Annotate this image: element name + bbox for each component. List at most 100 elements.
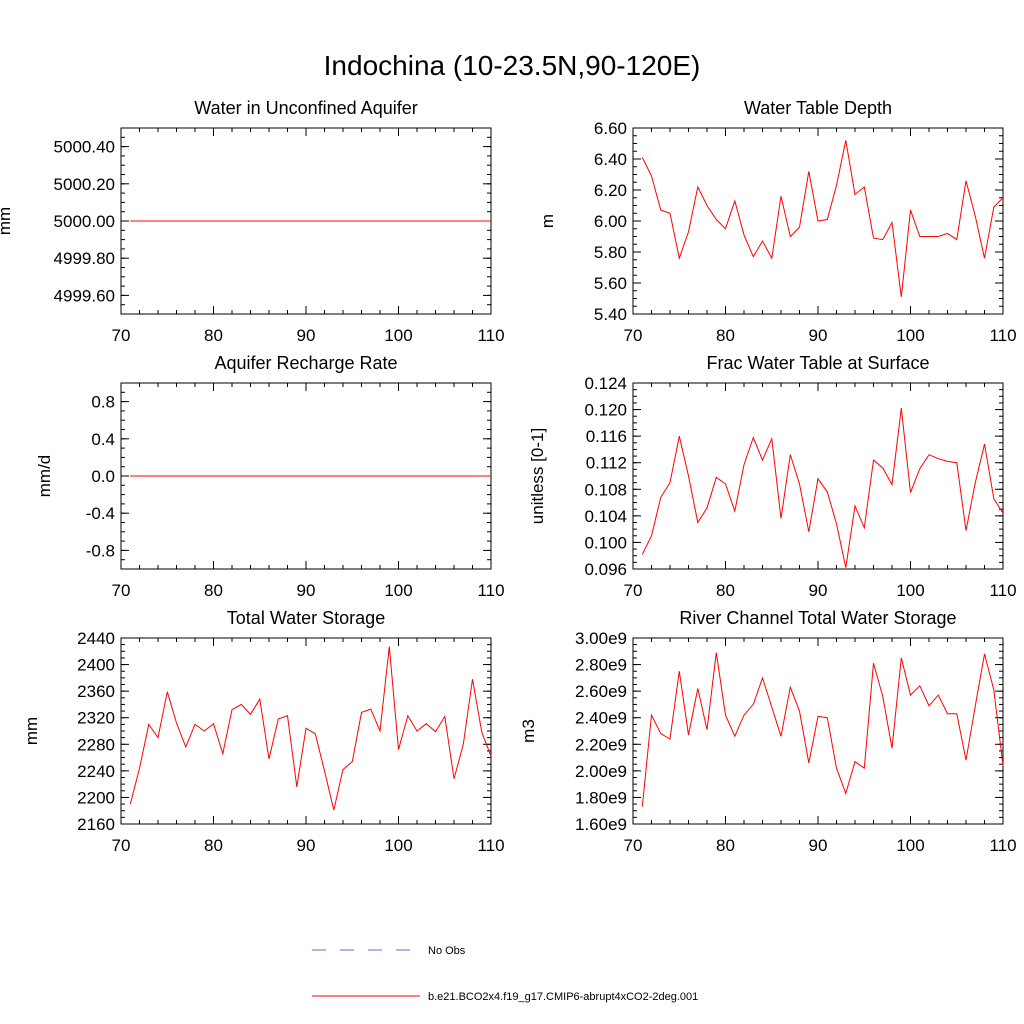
panel-2: Water Table Depth m 5.40 5.60 5.80 6.00 6.20 6.…	[538, 98, 1017, 345]
series-line	[641, 140, 1004, 298]
x-tick-label: 100	[384, 581, 412, 600]
y-tick-label: 2360	[77, 682, 115, 701]
y-tick-label: 5000.20	[54, 175, 115, 194]
y-tick-label: 0.108	[584, 480, 627, 499]
legend-obs-label: No Obs	[428, 945, 466, 957]
legend: No Obs b.e21.BCO2x4.f19_g17.CMIP6-abrupt…	[312, 945, 698, 1003]
x-tick-label: 90	[297, 581, 316, 600]
x-tick-label: 70	[624, 326, 643, 345]
x-tick-label: 90	[809, 326, 828, 345]
y-tick-label: 4999.60	[54, 286, 115, 305]
y-tick-label: 3.00e9	[575, 629, 627, 648]
x-tick-label: 80	[204, 326, 223, 345]
panel-6: River Channel Total Water Storage m3 1.60e…	[519, 608, 1017, 855]
panel-5: Total Water Storage mm 2160 2200 2240 2280 232…	[22, 608, 505, 855]
panel-title: Total Water Storage	[227, 608, 385, 628]
x-tick-label: 100	[384, 326, 412, 345]
y-tick-label: -0.8	[86, 541, 115, 560]
x-tick-label: 110	[989, 326, 1016, 345]
y-tick-label: 2.80e9	[575, 656, 627, 675]
x-tick-label: 100	[896, 836, 924, 855]
y-tick-label: -0.4	[86, 504, 115, 523]
x-tick-label: 80	[716, 581, 735, 600]
y-tick-label: 0.8	[91, 393, 115, 412]
y-tick-label: 0.0	[91, 467, 115, 486]
y-tick-label: 5.60	[594, 274, 627, 293]
y-tick-label: 0.116	[586, 427, 627, 446]
panel-1: Water in Unconfined Aquifer mm 4999.60 4999…	[0, 98, 505, 345]
x-tick-label: 90	[809, 581, 828, 600]
panel-title: Aquifer Recharge Rate	[214, 353, 397, 373]
panel-title: Frac Water Table at Surface	[706, 353, 929, 373]
y-tick-label: 0.120	[584, 401, 627, 420]
y-tick-label: 5000.40	[54, 138, 115, 157]
y-tick-label: 2.40e9	[575, 709, 627, 728]
figure-title: Indochina (10-23.5N,90-120E)	[323, 50, 701, 81]
x-tick-label: 110	[477, 836, 504, 855]
panel-title: Water in Unconfined Aquifer	[194, 98, 417, 118]
panel-3: Aquifer Recharge Rate mm/d -0.8 -0.4 0.0 0.4 0…	[35, 353, 505, 600]
y-tick-label: 4999.80	[54, 249, 115, 268]
y-tick-label: 2400	[77, 656, 115, 675]
x-tick-label: 90	[297, 836, 316, 855]
y-tick-label: 2.00e9	[575, 762, 627, 781]
y-axis-label: unitless [0-1]	[528, 428, 547, 524]
x-tick-label: 70	[624, 581, 643, 600]
panel-title: Water Table Depth	[744, 98, 892, 118]
y-tick-label: 2160	[77, 815, 115, 834]
x-tick-label: 80	[716, 326, 735, 345]
panel-title: River Channel Total Water Storage	[679, 608, 956, 628]
y-tick-label: 5.80	[594, 243, 627, 262]
y-tick-label: 0.104	[584, 507, 627, 526]
x-tick-label: 80	[204, 836, 223, 855]
panel-4: Frac Water Table at Surface unitless [0-1…	[528, 353, 1017, 600]
x-tick-label: 80	[204, 581, 223, 600]
y-axis-label: mm/d	[35, 455, 54, 498]
y-axis-label: m	[538, 214, 557, 228]
y-axis-label: mm	[0, 207, 14, 235]
plot-frame	[632, 637, 1004, 825]
x-tick-label: 70	[624, 836, 643, 855]
y-tick-label: 6.60	[594, 119, 627, 138]
x-tick-label: 110	[477, 581, 504, 600]
series-line	[129, 646, 492, 811]
y-tick-label: 2440	[77, 629, 115, 648]
legend-model-label: b.e21.BCO2x4.f19_g17.CMIP6-abrupt4xCO2-2…	[428, 991, 698, 1003]
y-tick-label: 2280	[77, 735, 115, 754]
y-axis-label: mm	[22, 717, 41, 745]
y-tick-label: 6.40	[594, 150, 627, 169]
y-tick-label: 0.124	[584, 374, 627, 393]
y-tick-label: 2.60e9	[575, 682, 627, 701]
y-tick-label: 2240	[77, 762, 115, 781]
x-tick-label: 100	[896, 581, 924, 600]
y-tick-label: 0.112	[586, 454, 627, 473]
y-tick-label: 5000.00	[54, 212, 115, 231]
y-axis-label: m3	[519, 719, 538, 743]
x-tick-label: 70	[112, 581, 131, 600]
series-line	[641, 408, 1004, 568]
y-tick-label: 0.100	[584, 533, 627, 552]
series-line	[641, 652, 1004, 807]
y-tick-label: 1.60e9	[575, 815, 627, 834]
x-tick-label: 90	[809, 836, 828, 855]
y-tick-label: 5.40	[594, 305, 627, 324]
y-tick-label: 6.00	[594, 212, 627, 231]
x-tick-label: 80	[716, 836, 735, 855]
y-tick-label: 0.4	[91, 430, 115, 449]
x-tick-label: 70	[112, 836, 131, 855]
x-tick-label: 100	[384, 836, 412, 855]
y-tick-label: 0.096	[584, 560, 627, 579]
y-tick-label: 2320	[77, 709, 115, 728]
x-tick-label: 110	[989, 581, 1016, 600]
y-tick-label: 6.20	[594, 181, 627, 200]
x-tick-label: 100	[896, 326, 924, 345]
x-tick-label: 110	[477, 326, 504, 345]
y-tick-label: 2.20e9	[575, 735, 627, 754]
x-tick-label: 110	[989, 836, 1016, 855]
x-tick-label: 90	[297, 326, 316, 345]
x-tick-label: 70	[112, 326, 131, 345]
y-tick-label: 2200	[77, 788, 115, 807]
y-tick-label: 1.80e9	[575, 788, 627, 807]
